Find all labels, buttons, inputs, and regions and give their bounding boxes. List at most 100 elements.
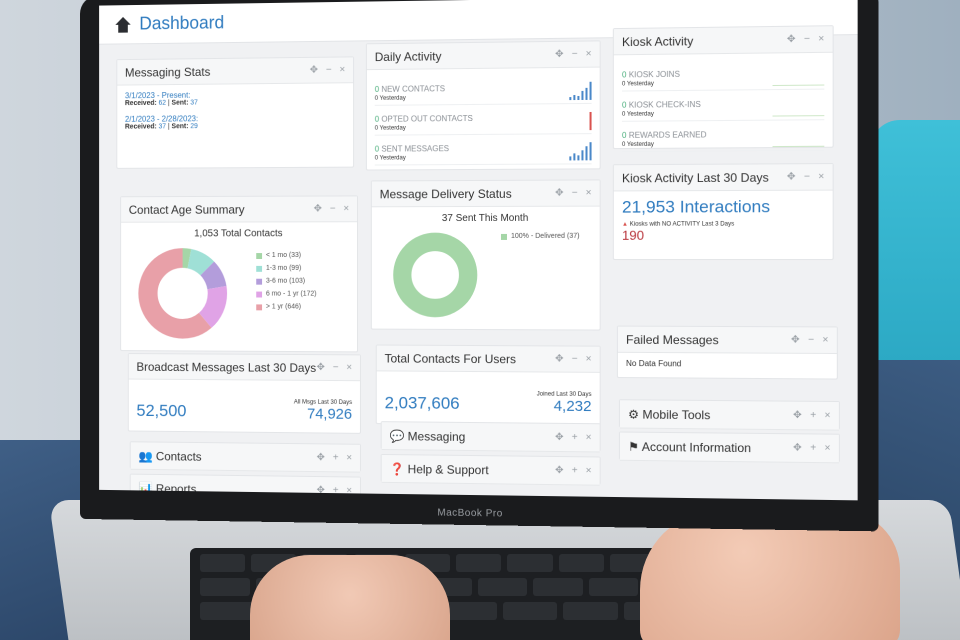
expand-icon[interactable]: +	[333, 452, 339, 463]
sparkline	[773, 146, 825, 147]
move-icon[interactable]: ✥	[555, 188, 563, 199]
activity-row: 0 REWARDS EARNED 0 Yesterday	[622, 120, 824, 152]
panel-title: 💬 Messaging	[390, 429, 466, 444]
panel-header: Kiosk Activity ✥ − ×	[614, 26, 833, 55]
move-icon[interactable]: ✥	[317, 452, 325, 463]
minimize-icon[interactable]: −	[808, 334, 814, 345]
broadcast-panel: Broadcast Messages Last 30 Days ✥ − × 52…	[128, 353, 361, 434]
panel-title: ⚑ Account Information	[628, 439, 751, 455]
close-icon[interactable]: ×	[824, 410, 830, 421]
messaging-stats-panel: Messaging Stats ✥ − × 3/1/2023 - Present…	[116, 56, 354, 168]
stat-counts: Received: 37 | Sent: 29	[125, 122, 345, 131]
gears-icon: ⚙	[628, 407, 639, 421]
legend-item: 6 mo - 1 yr (172)	[256, 291, 316, 298]
left-hand	[250, 555, 450, 640]
total-contacts-panel: Total Contacts For Users ✥ − × 2,037,606…	[376, 345, 601, 427]
close-icon[interactable]: ×	[586, 49, 592, 60]
legend-item: 1-3 mo (99)	[256, 265, 316, 272]
close-icon[interactable]: ×	[346, 485, 352, 496]
home-icon[interactable]	[114, 16, 131, 32]
stat-row: 3/1/2023 - Present: Received: 62 | Sent:…	[125, 89, 345, 107]
move-icon[interactable]: ✥	[555, 465, 563, 476]
activity-row: 0 NEW CONTACTS 0 Yesterday	[375, 74, 592, 106]
contact-age-donut	[135, 244, 231, 343]
move-icon[interactable]: ✥	[317, 362, 325, 373]
minimize-icon[interactable]: −	[572, 49, 578, 60]
panel-header: Failed Messages ✥ − ×	[618, 327, 837, 354]
panel-header: Contact Age Summary ✥ − ×	[121, 196, 357, 222]
minimize-icon[interactable]: −	[333, 362, 339, 373]
expand-icon[interactable]: +	[333, 485, 339, 496]
expand-icon[interactable]: +	[572, 432, 578, 443]
flag-icon: ⚑	[628, 439, 639, 453]
close-icon[interactable]: ×	[824, 443, 830, 454]
minimize-icon[interactable]: −	[572, 354, 578, 365]
sparkline	[569, 140, 591, 160]
panel-tools: ✥ + ×	[555, 432, 591, 443]
close-icon[interactable]: ×	[586, 354, 592, 365]
panel-header[interactable]: 👥 Contacts ✥ + ×	[131, 442, 360, 472]
no-activity-count: 190	[622, 227, 824, 242]
panel-title: 📊 Reports	[138, 481, 196, 496]
move-icon[interactable]: ✥	[310, 65, 318, 76]
help-panel[interactable]: ❓ Help & Support ✥ + ×	[381, 454, 601, 485]
close-icon[interactable]: ×	[346, 362, 352, 373]
move-icon[interactable]: ✥	[555, 353, 563, 364]
close-icon[interactable]: ×	[586, 188, 592, 199]
panel-title: 👥 Contacts	[138, 449, 201, 463]
contacts-panel[interactable]: 👥 Contacts ✥ + ×	[130, 441, 361, 471]
panel-title: Daily Activity	[375, 49, 442, 64]
panel-header[interactable]: ⚙ Mobile Tools ✥ + ×	[620, 400, 839, 430]
move-icon[interactable]: ✥	[793, 410, 802, 421]
close-icon[interactable]: ×	[822, 335, 828, 346]
close-icon[interactable]: ×	[818, 171, 824, 182]
panel-title: ❓ Help & Support	[390, 462, 489, 477]
close-icon[interactable]: ×	[818, 33, 824, 44]
minimize-icon[interactable]: −	[326, 65, 332, 76]
close-icon[interactable]: ×	[346, 453, 352, 464]
minimize-icon[interactable]: −	[330, 203, 336, 214]
move-icon[interactable]: ✥	[793, 442, 802, 453]
move-icon[interactable]: ✥	[314, 203, 322, 214]
move-icon[interactable]: ✥	[317, 485, 325, 496]
reports-panel[interactable]: 📊 Reports ✥ + ×	[130, 474, 361, 501]
move-icon[interactable]: ✥	[791, 334, 800, 345]
expand-icon[interactable]: +	[572, 465, 578, 476]
dashboard-screen: Dashboard Messaging Stats ✥ − × 3/1/2023…	[99, 0, 858, 500]
all-msgs-block: All Msgs Last 30 Days 74,926	[294, 400, 352, 423]
sparkline	[773, 85, 825, 87]
legend-item: > 1 yr (646)	[256, 303, 316, 310]
move-icon[interactable]: ✥	[787, 171, 796, 182]
expand-icon[interactable]: +	[810, 443, 816, 454]
laptop-screen-bezel: Dashboard Messaging Stats ✥ − × 3/1/2023…	[80, 0, 878, 531]
close-icon[interactable]: ×	[586, 432, 592, 443]
mobile-tools-panel[interactable]: ⚙ Mobile Tools ✥ + ×	[619, 399, 840, 429]
close-icon[interactable]: ×	[339, 64, 345, 75]
move-icon[interactable]: ✥	[555, 432, 563, 443]
panel-header[interactable]: ❓ Help & Support ✥ + ×	[382, 455, 600, 486]
joined-block: Joined Last 30 Days 4,232	[537, 392, 592, 416]
delivery-status-panel: Message Delivery Status ✥ − × 37 Sent Th…	[371, 179, 601, 330]
close-icon[interactable]: ×	[343, 203, 349, 214]
move-icon[interactable]: ✥	[787, 34, 796, 45]
panel-title: Message Delivery Status	[380, 186, 512, 200]
panel-title: Messaging Stats	[125, 64, 210, 79]
chat-icon: 💬	[390, 429, 405, 443]
minimize-icon[interactable]: −	[572, 188, 578, 199]
move-icon[interactable]: ✥	[555, 49, 563, 60]
close-icon[interactable]: ×	[586, 465, 592, 476]
panel-header[interactable]: 📊 Reports ✥ + ×	[131, 475, 360, 501]
expand-icon[interactable]: +	[810, 410, 816, 421]
help-icon: ❓	[390, 462, 405, 476]
stat-row: 2/1/2023 - 2/28/2023: Received: 37 | Sen…	[125, 113, 345, 131]
panel-header[interactable]: 💬 Messaging ✥ + ×	[382, 422, 600, 452]
background-pillow	[870, 120, 960, 390]
account-info-panel[interactable]: ⚑ Account Information ✥ + ×	[619, 431, 840, 462]
delivery-legend: 100% - Delivered (37)	[501, 233, 580, 246]
panel-header[interactable]: ⚑ Account Information ✥ + ×	[620, 433, 839, 464]
minimize-icon[interactable]: −	[804, 171, 810, 182]
panel-tools: ✥ + ×	[317, 452, 352, 463]
messaging-panel[interactable]: 💬 Messaging ✥ + ×	[381, 421, 601, 451]
minimize-icon[interactable]: −	[804, 34, 810, 45]
sparkline	[590, 110, 592, 130]
